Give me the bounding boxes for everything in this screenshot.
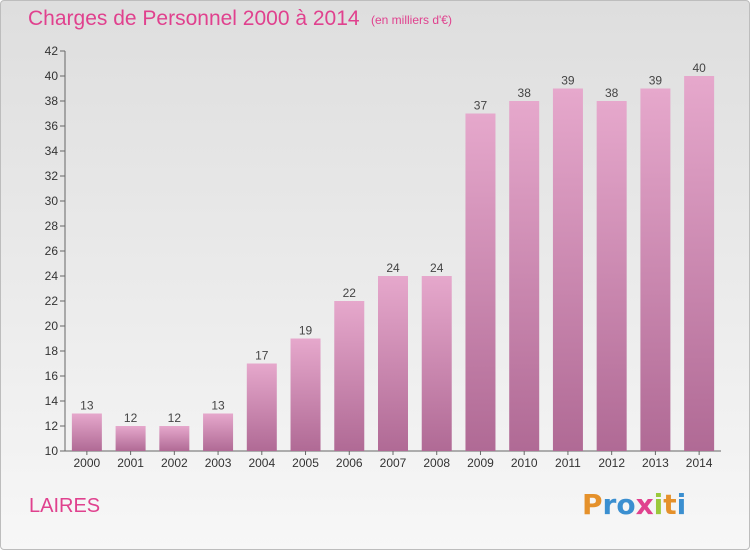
y-tick-label: 38 [45,94,59,108]
y-tick-label: 22 [45,294,59,308]
bar-2011 [552,88,583,451]
bar-2006 [334,301,365,451]
bar-2013 [640,88,671,451]
chart-title: Charges de Personnel 2000 à 2014 [28,7,360,30]
data-label: 19 [299,324,313,338]
data-label: 38 [518,86,532,100]
x-tick-label: 2014 [686,456,713,470]
bar-2005 [290,338,321,451]
data-label: 17 [255,349,269,363]
x-tick-label: 2005 [292,456,319,470]
bar-2004 [246,363,277,451]
y-tick-label: 40 [45,69,59,83]
data-label: 13 [80,399,94,413]
logo-letter: i [653,488,664,521]
y-tick-label: 20 [45,319,59,333]
x-tick-label: 2003 [205,456,232,470]
y-tick-label: 12 [45,419,59,433]
data-label: 22 [343,286,357,300]
y-tick-label: 16 [45,369,59,383]
data-label: 39 [561,74,575,88]
y-tick-label: 14 [45,394,59,408]
logo-letter: i [676,488,687,521]
place-name: LAIRES [29,495,101,517]
bar-2003 [203,413,234,451]
x-tick-label: 2007 [380,456,407,470]
proxiti-logo[interactable]: Proxiti [582,488,686,521]
logo-letter: x [635,488,654,521]
logo-letter: P [582,488,603,521]
x-tick-label: 2001 [117,456,144,470]
bar-2014 [684,76,715,451]
bar-2002 [159,426,190,451]
data-label: 24 [386,261,400,275]
x-tick-label: 2004 [248,456,275,470]
x-tick-label: 2002 [161,456,188,470]
bar-2007 [378,276,408,451]
x-tick-label: 2000 [74,456,101,470]
logo-letter: o [616,488,636,521]
data-label: 13 [211,399,225,413]
y-tick-label: 32 [45,169,59,183]
y-tick-label: 36 [45,119,59,133]
data-label: 40 [692,61,706,75]
y-tick-label: 42 [45,44,59,58]
data-label: 12 [124,411,138,425]
bar-2008 [421,276,452,451]
y-tick-label: 26 [45,244,59,258]
bar-2012 [596,101,627,451]
x-tick-label: 2013 [642,456,669,470]
x-tick-label: 2006 [336,456,363,470]
y-tick-label: 10 [45,444,59,458]
y-tick-label: 18 [45,344,59,358]
bar-2000 [71,413,102,451]
bar-2009 [465,113,496,451]
data-label: 37 [474,99,488,113]
data-label: 39 [649,74,663,88]
bar-2001 [115,426,146,451]
x-tick-label: 2012 [598,456,625,470]
logo-letter: t [663,488,677,521]
bar-2010 [509,101,540,451]
x-tick-label: 2011 [555,456,581,470]
x-tick-label: 2009 [467,456,494,470]
data-label: 38 [605,86,619,100]
y-tick-label: 28 [45,219,59,233]
chart-subtitle: (en milliers d'€) [371,13,452,27]
y-tick-label: 34 [45,144,59,158]
data-label: 12 [168,411,182,425]
y-tick-label: 30 [45,194,59,208]
x-tick-label: 2008 [423,456,450,470]
x-tick-label: 2010 [511,456,538,470]
y-tick-label: 24 [45,269,59,283]
data-label: 24 [430,261,444,275]
logo-letter: r [602,488,617,521]
